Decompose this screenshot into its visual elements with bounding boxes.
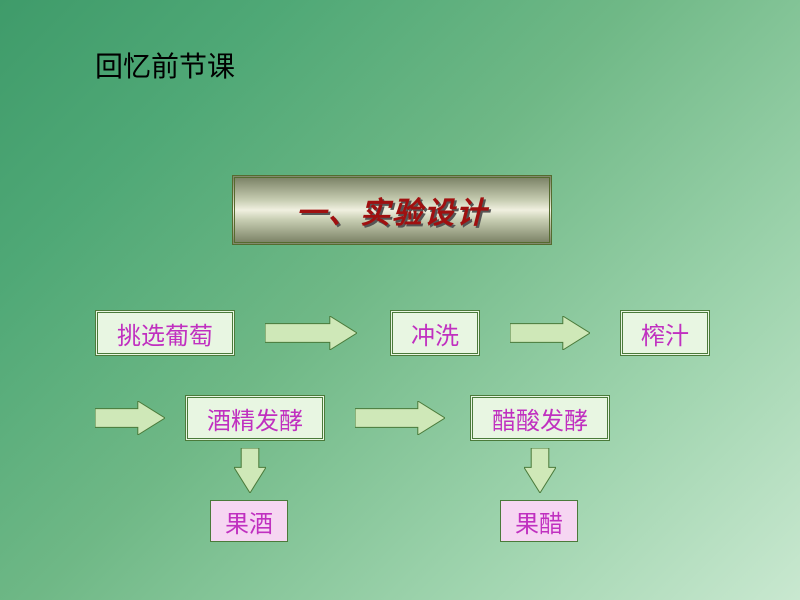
arrow-2: [95, 401, 165, 435]
arrow-3: [355, 401, 445, 435]
section-header: 一、实验设计: [232, 175, 552, 245]
arrow-5: [524, 448, 556, 493]
flow-node-n2: 冲洗: [390, 310, 480, 356]
flow-node-n5: 醋酸发酵: [470, 395, 610, 441]
slide-title: 回忆前节课: [95, 45, 235, 85]
arrow-0: [265, 316, 357, 350]
arrow-4: [234, 448, 266, 493]
flow-leaf-l1: 果酒: [210, 500, 288, 542]
flow-node-n1: 挑选葡萄: [95, 310, 235, 356]
flow-leaf-l2: 果醋: [500, 500, 578, 542]
arrow-1: [510, 316, 590, 350]
flow-node-n3: 榨汁: [620, 310, 710, 356]
flow-node-n4: 酒精发酵: [185, 395, 325, 441]
